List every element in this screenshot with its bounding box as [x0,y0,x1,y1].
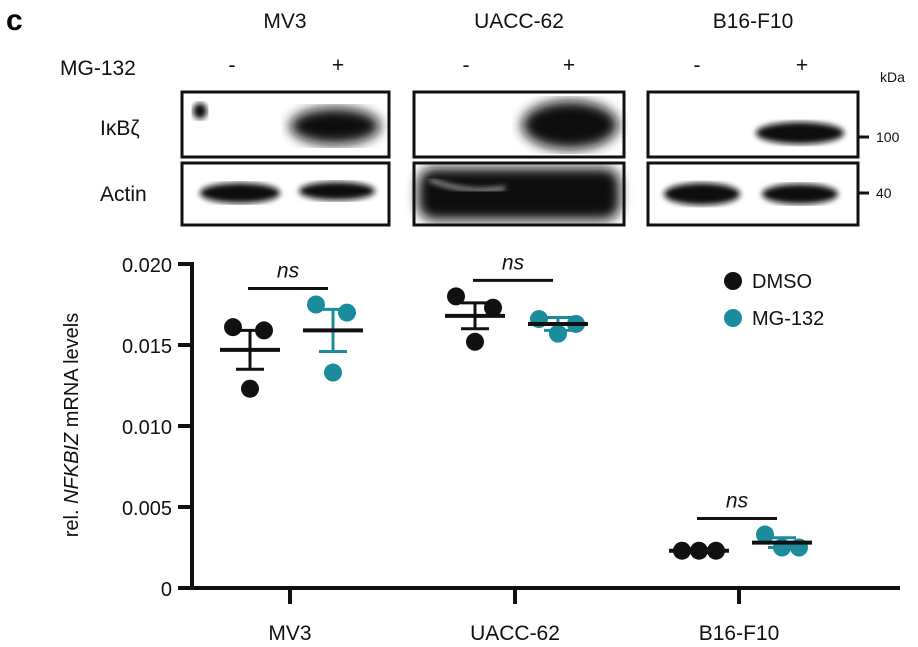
data-point [466,332,484,351]
blot-cellline-uacc62: UACC-62 [474,10,564,33]
sign-minus: - [229,54,236,77]
significance-label: ns [502,251,525,274]
sign-minus: - [463,54,470,77]
marker-40: 40 [876,185,892,201]
x-ticks: MV3 UACC-62 B16-F10 [268,588,779,645]
treatment-signs: - + - + - + [229,54,809,77]
y-tick-label: 0.020 [122,255,172,277]
x-tick-label: UACC-62 [470,622,560,645]
data-point [324,363,342,382]
treatment-label: MG-132 [60,57,136,80]
legend-label: MG-132 [752,308,824,330]
row-label-actin: Actin [100,183,147,206]
data-point [224,318,242,337]
y-tick-label: 0.015 [122,336,172,358]
marker-100: 100 [876,129,900,145]
blot-b16f10 [646,90,860,227]
x-tick-label: MV3 [268,622,311,645]
blot-uacc62 [412,90,626,227]
y-tick-label: 0.010 [122,417,172,439]
significance-label: ns [277,260,300,283]
legend: DMSO MG-132 [724,271,824,330]
legend-marker [724,272,742,290]
y-axis-label: rel. NFKBIZ mRNA levels [61,313,83,538]
sign-plus: + [563,54,575,77]
data-point [241,379,259,398]
panel-letter: c [6,4,23,37]
data-marks: ns ns ns [220,251,812,560]
data-point [338,303,356,322]
y-tick-label: 0 [161,579,172,601]
sign-minus: - [694,54,701,77]
legend-marker [724,309,742,327]
row-label-ikbz: IκBζ [100,117,140,140]
blot-mv3 [180,90,391,227]
legend-label: DMSO [752,271,812,293]
blot-cellline-b16f10: B16-F10 [713,10,794,33]
sign-plus: + [332,54,344,77]
blot-cellline-mv3: MV3 [263,10,306,33]
kda-label: kDa [880,69,905,85]
sign-plus: + [796,54,808,77]
significance-label: ns [726,490,749,513]
data-point [447,287,465,306]
x-tick-label: B16-F10 [699,622,780,645]
y-ticks: 0 0.005 0.010 0.015 0.020 [122,255,192,601]
y-tick-label: 0.005 [122,498,172,520]
